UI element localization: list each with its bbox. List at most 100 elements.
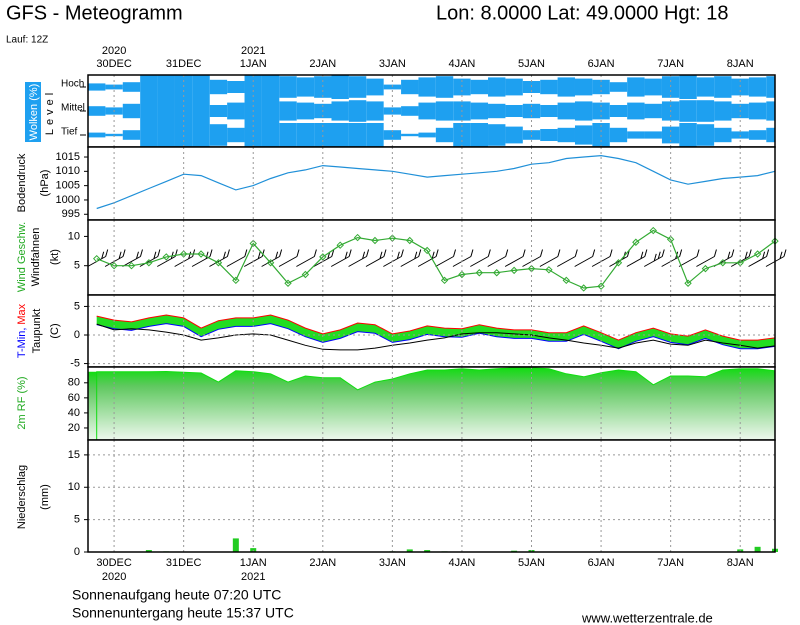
wind-barb (400, 249, 422, 267)
cloud-cover (505, 78, 523, 96)
wind-marker (266, 259, 275, 267)
cloud-cover (644, 103, 662, 119)
panel-bg (88, 147, 775, 220)
cloud-cover (488, 103, 506, 119)
wind-marker (162, 253, 170, 261)
x-tick-label: 7JAN (657, 557, 684, 569)
year-label: 2021 (241, 45, 265, 57)
cloud-cover (748, 130, 767, 140)
layer-label: Hoch (61, 79, 84, 90)
cloud-cover (748, 102, 767, 120)
cloud-cover (644, 78, 662, 96)
year-label: 2020 (102, 45, 126, 57)
wind-barb (487, 249, 509, 267)
wind-barb (278, 249, 300, 267)
sunrise: Sonnenaufgang heute 07:20 UTC (72, 587, 281, 603)
x-tick-label: 1JAN (240, 557, 267, 569)
year-label: 2020 (102, 571, 126, 583)
cloud-cover (557, 77, 575, 97)
y-tick-label: 80 (68, 377, 80, 389)
cloud-cover (348, 76, 367, 98)
cloud-cover (540, 105, 558, 117)
wind-marker (406, 236, 414, 245)
wind-marker (145, 259, 153, 267)
cloud-cover (609, 82, 628, 92)
cloud-cover (488, 77, 506, 97)
cloud-cover (140, 123, 158, 147)
cloud-cover (574, 78, 593, 96)
wind-marker (649, 226, 657, 235)
y-label: Niederschlag (16, 465, 28, 529)
wind-marker (319, 253, 327, 261)
area-edge-fill (88, 371, 97, 440)
title: GFS - Meteogramm (6, 2, 183, 24)
cloud-cover (331, 101, 349, 121)
x-tick-label: 4JAN (448, 58, 475, 70)
wind-marker (597, 282, 605, 290)
x-tick-label: 7JAN (657, 58, 684, 70)
wind-barb (365, 249, 387, 267)
wind-barb (504, 249, 526, 267)
cloud-cover (192, 123, 210, 147)
cloud-cover (488, 124, 506, 146)
wind-barb (435, 249, 457, 267)
cloud-cover (609, 127, 628, 143)
wind-barb (470, 249, 491, 267)
y-label: (kt) (49, 249, 61, 265)
cloud-cover (418, 77, 436, 97)
cloud-cover (644, 131, 662, 139)
cloud-cover (401, 106, 419, 116)
wind-barb (348, 249, 370, 267)
cloud-cover (627, 131, 645, 139)
wind-marker (371, 236, 379, 245)
wind-marker (301, 270, 310, 279)
y-label: (hPa) (39, 170, 51, 197)
y-tick-label: 15 (68, 449, 80, 461)
cloud-cover (227, 81, 245, 93)
wind-barb (139, 249, 161, 267)
wind-marker (440, 276, 449, 285)
cloud-cover (279, 123, 297, 147)
cloud-cover (714, 76, 732, 98)
wind-marker (579, 284, 588, 292)
wind-barb (748, 249, 770, 267)
y-tick-label: 1010 (56, 165, 80, 177)
precip-bar (232, 538, 239, 552)
cloud-cover (157, 75, 175, 99)
cloud-cover (209, 79, 228, 95)
cloud-cover (296, 102, 315, 120)
wind-marker (127, 261, 136, 270)
legend-entry: Wind Geschw. (16, 222, 28, 292)
wind-barb (209, 249, 230, 267)
cloud-cover (122, 103, 141, 119)
temperature-band (96, 315, 775, 349)
wind-marker (632, 238, 640, 246)
legend-entry: T-Min, (16, 328, 28, 359)
cloud-cover (209, 124, 228, 146)
y-label: Bodendruck (16, 153, 28, 212)
location: Lon: 8.0000 Lat: 49.0000 Hgt: 18 (436, 2, 728, 24)
run: Lauf: 12Z (6, 35, 48, 46)
cloud-cover (88, 132, 106, 138)
precip-bar (145, 550, 152, 552)
cloud-cover (748, 77, 767, 97)
cloud-cover (296, 77, 315, 97)
temperature-line (96, 323, 776, 350)
cloud-cover (331, 123, 349, 147)
wind-barb (574, 249, 596, 267)
wind-barb (330, 249, 352, 267)
cloud-cover (279, 101, 297, 121)
x-tick-label: 1JAN (240, 58, 267, 70)
wind-marker (284, 279, 292, 287)
cloud-cover (574, 101, 593, 121)
wind-marker (510, 266, 518, 275)
cloud-cover (418, 102, 436, 120)
y-tick-label: 0 (74, 546, 80, 558)
x-tick-label: 3JAN (379, 557, 406, 569)
y-tick-label: 5 (74, 300, 80, 312)
cloud-cover (435, 101, 454, 121)
wind-marker (353, 233, 362, 242)
cloud-cover (366, 78, 384, 96)
wind-barb (678, 249, 700, 267)
cloud-cover (261, 99, 280, 123)
